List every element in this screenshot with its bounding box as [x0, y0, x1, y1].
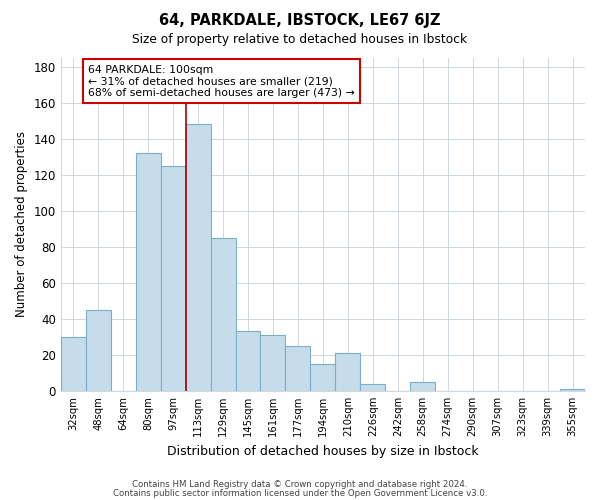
Text: 64 PARKDALE: 100sqm
← 31% of detached houses are smaller (219)
68% of semi-detac: 64 PARKDALE: 100sqm ← 31% of detached ho… — [88, 64, 355, 98]
Bar — [211, 238, 236, 391]
Bar — [286, 346, 310, 391]
Bar — [335, 353, 361, 391]
Text: Contains public sector information licensed under the Open Government Licence v3: Contains public sector information licen… — [113, 489, 487, 498]
Bar — [161, 166, 185, 391]
Text: Size of property relative to detached houses in Ibstock: Size of property relative to detached ho… — [133, 32, 467, 46]
Bar — [260, 335, 286, 391]
Text: Contains HM Land Registry data © Crown copyright and database right 2024.: Contains HM Land Registry data © Crown c… — [132, 480, 468, 489]
Bar — [560, 389, 585, 391]
Bar — [86, 310, 111, 391]
Bar — [136, 153, 161, 391]
Bar — [236, 332, 260, 391]
Text: 64, PARKDALE, IBSTOCK, LE67 6JZ: 64, PARKDALE, IBSTOCK, LE67 6JZ — [159, 12, 441, 28]
X-axis label: Distribution of detached houses by size in Ibstock: Distribution of detached houses by size … — [167, 444, 479, 458]
Bar — [410, 382, 435, 391]
Bar — [361, 384, 385, 391]
Bar — [185, 124, 211, 391]
Y-axis label: Number of detached properties: Number of detached properties — [15, 131, 28, 317]
Bar — [61, 337, 86, 391]
Bar — [310, 364, 335, 391]
